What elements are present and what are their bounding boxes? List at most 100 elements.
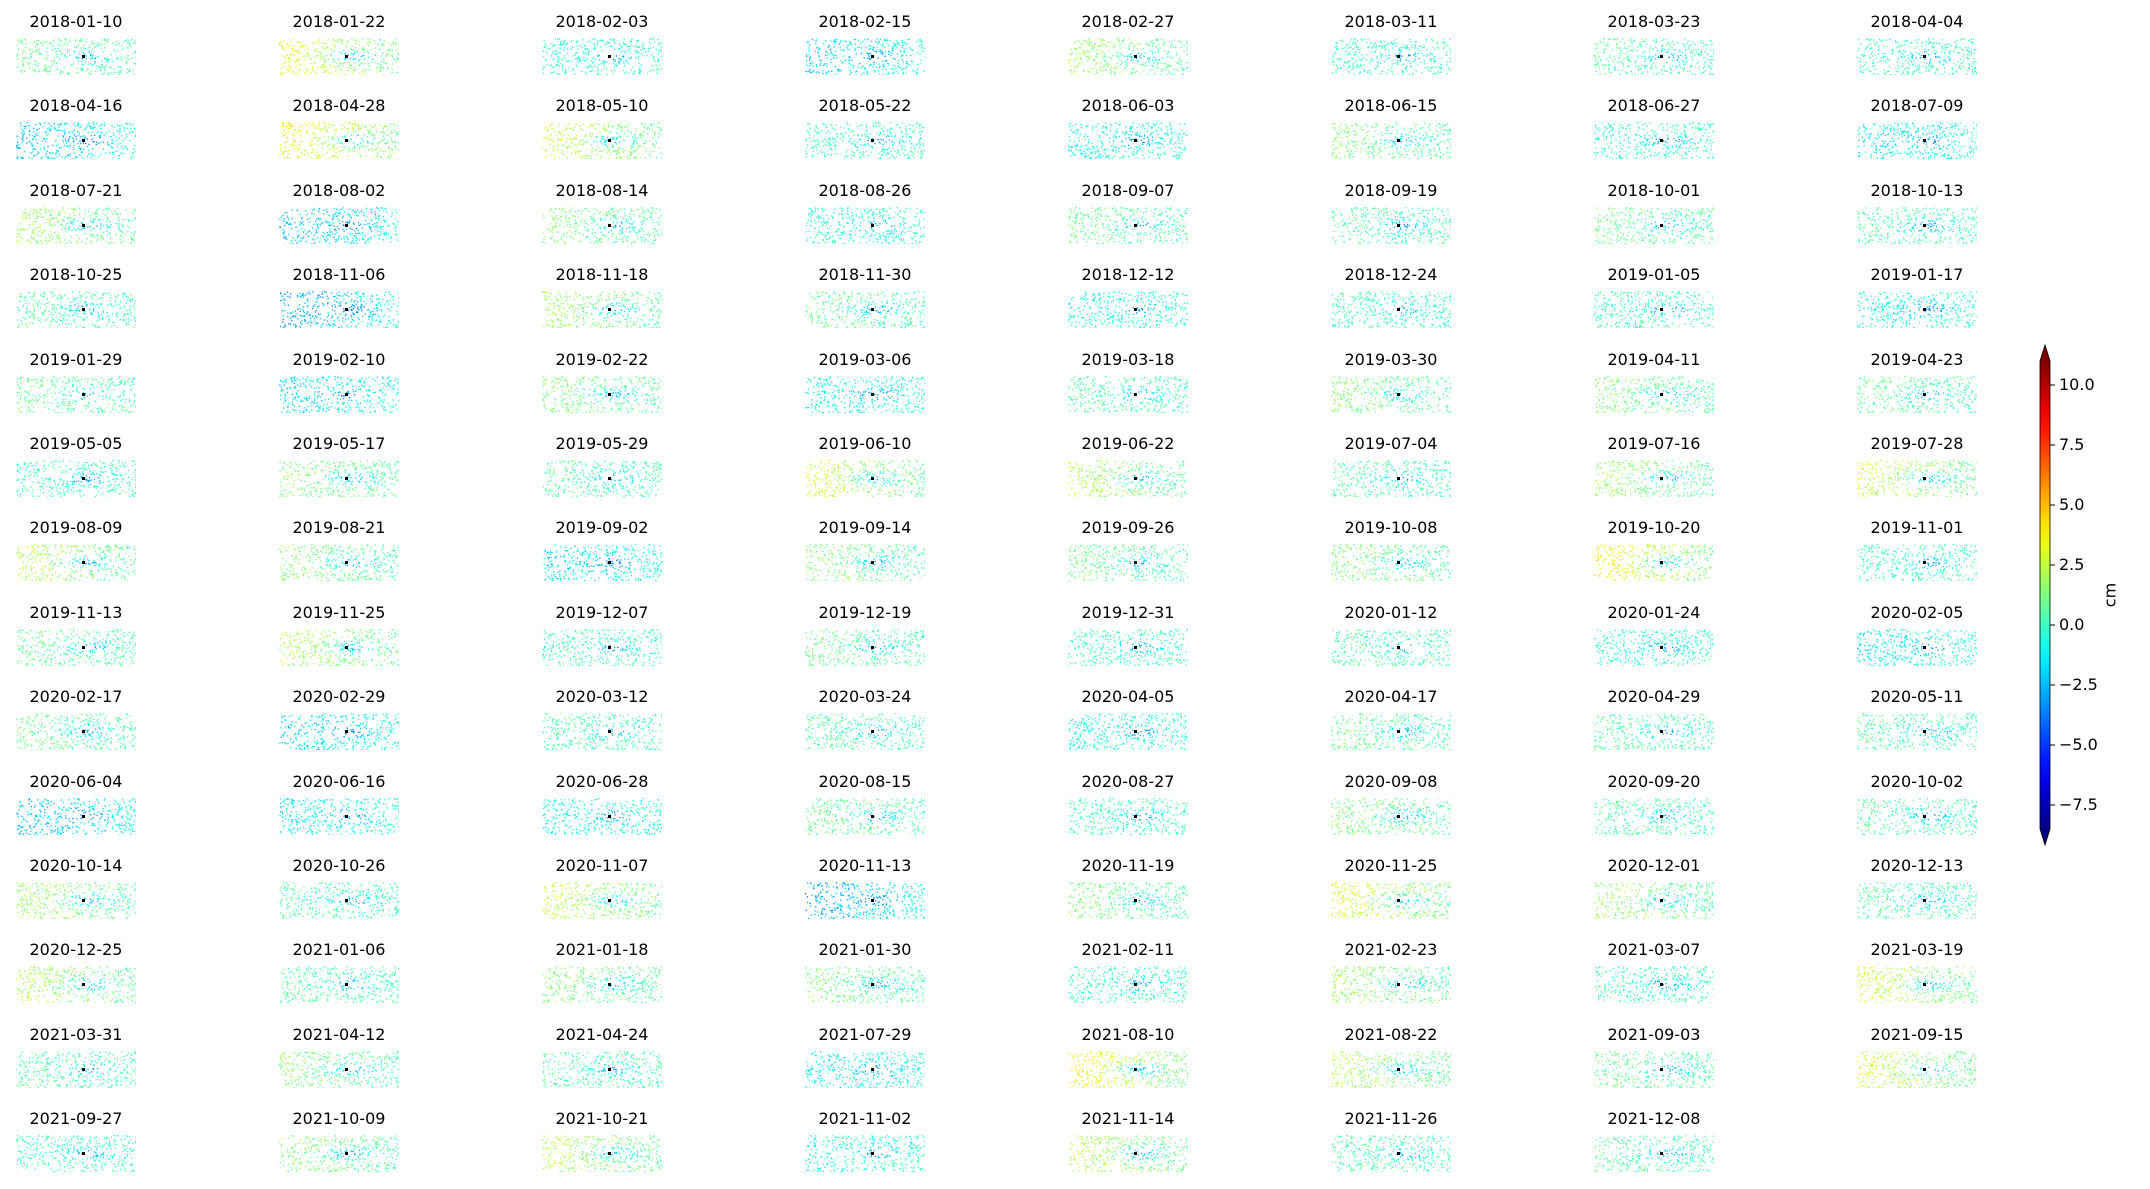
panel-2019-11-01: 2019-11-01 xyxy=(1857,518,1977,598)
displacement-map xyxy=(1068,122,1188,159)
reference-point-marker xyxy=(608,815,611,818)
reference-point-marker xyxy=(1397,730,1400,733)
panel-title: 2021-08-22 xyxy=(1331,1025,1451,1045)
panel-title: 2020-06-04 xyxy=(16,772,136,792)
reference-point-marker xyxy=(608,1068,611,1071)
panel-2019-01-29: 2019-01-29 xyxy=(16,350,136,430)
displacement-map xyxy=(16,966,136,1003)
displacement-map xyxy=(16,1051,136,1088)
reference-point-marker xyxy=(1923,224,1926,227)
reference-point-marker xyxy=(871,730,874,733)
reference-point-marker xyxy=(1923,1068,1926,1071)
reference-point-marker xyxy=(82,646,85,649)
panel-2020-06-28: 2020-06-28 xyxy=(542,772,662,852)
panel-title: 2021-01-30 xyxy=(805,940,925,960)
panel-2018-02-15: 2018-02-15 xyxy=(805,12,925,92)
panel-2020-11-19: 2020-11-19 xyxy=(1068,856,1188,936)
displacement-map xyxy=(1857,713,1977,750)
panel-title: 2020-06-28 xyxy=(542,772,662,792)
panel-2018-03-23: 2018-03-23 xyxy=(1594,12,1714,92)
panel-title: 2019-07-16 xyxy=(1594,434,1714,454)
panel-2020-09-08: 2020-09-08 xyxy=(1331,772,1451,852)
panel-2021-04-24: 2021-04-24 xyxy=(542,1025,662,1105)
panel-title: 2018-07-21 xyxy=(16,181,136,201)
panel-title: 2021-10-09 xyxy=(279,1109,399,1129)
panel-title: 2021-09-03 xyxy=(1594,1025,1714,1045)
colorbar-bar xyxy=(2040,345,2064,845)
panel-2021-08-22: 2021-08-22 xyxy=(1331,1025,1451,1105)
panel-title: 2020-02-05 xyxy=(1857,603,1977,623)
colorbar-tick-label: 5.0 xyxy=(2059,497,2084,513)
panel-title: 2020-10-02 xyxy=(1857,772,1977,792)
displacement-map xyxy=(1068,38,1188,75)
reference-point-marker xyxy=(1660,139,1663,142)
displacement-map xyxy=(1331,460,1451,497)
reference-point-marker xyxy=(1923,139,1926,142)
panel-2021-02-23: 2021-02-23 xyxy=(1331,940,1451,1020)
panel-title: 2021-07-29 xyxy=(805,1025,925,1045)
reference-point-marker xyxy=(871,308,874,311)
reference-point-marker xyxy=(82,1068,85,1071)
panel-2019-07-04: 2019-07-04 xyxy=(1331,434,1451,514)
displacement-map xyxy=(805,207,925,244)
displacement-map xyxy=(805,798,925,835)
panel-2018-07-09: 2018-07-09 xyxy=(1857,96,1977,176)
panel-2019-04-23: 2019-04-23 xyxy=(1857,350,1977,430)
displacement-map xyxy=(279,291,399,328)
panel-2018-12-24: 2018-12-24 xyxy=(1331,265,1451,345)
panel-title: 2018-02-27 xyxy=(1068,12,1188,32)
reference-point-marker xyxy=(871,393,874,396)
panel-2021-12-08: 2021-12-08 xyxy=(1594,1109,1714,1189)
displacement-map xyxy=(16,291,136,328)
displacement-map xyxy=(805,713,925,750)
displacement-map xyxy=(16,629,136,666)
panel-title: 2020-12-13 xyxy=(1857,856,1977,876)
panel-2021-07-29: 2021-07-29 xyxy=(805,1025,925,1105)
displacement-map xyxy=(1857,376,1977,413)
panel-title: 2020-08-27 xyxy=(1068,772,1188,792)
panel-2020-06-04: 2020-06-04 xyxy=(16,772,136,852)
displacement-map xyxy=(805,966,925,1003)
panel-2021-09-27: 2021-09-27 xyxy=(16,1109,136,1189)
panel-2018-03-11: 2018-03-11 xyxy=(1331,12,1451,92)
displacement-map xyxy=(542,460,662,497)
reference-point-marker xyxy=(1134,55,1137,58)
reference-point-marker xyxy=(1923,308,1926,311)
panel-title: 2020-06-16 xyxy=(279,772,399,792)
panel-2021-10-09: 2021-10-09 xyxy=(279,1109,399,1189)
reference-point-marker xyxy=(871,1152,874,1155)
reference-point-marker xyxy=(345,477,348,480)
displacement-map xyxy=(542,1135,662,1172)
panel-title: 2019-07-28 xyxy=(1857,434,1977,454)
displacement-map xyxy=(16,544,136,581)
reference-point-marker xyxy=(82,1152,85,1155)
reference-point-marker xyxy=(871,1068,874,1071)
panel-title: 2018-08-14 xyxy=(542,181,662,201)
panel-2021-03-07: 2021-03-07 xyxy=(1594,940,1714,1020)
displacement-map xyxy=(279,798,399,835)
panel-2019-07-28: 2019-07-28 xyxy=(1857,434,1977,514)
panel-title: 2020-12-25 xyxy=(16,940,136,960)
displacement-map xyxy=(1331,798,1451,835)
panel-2018-07-21: 2018-07-21 xyxy=(16,181,136,261)
colorbar-tick-label: −5.0 xyxy=(2059,737,2098,753)
reference-point-marker xyxy=(871,477,874,480)
panel-title: 2020-10-14 xyxy=(16,856,136,876)
panel-2019-03-30: 2019-03-30 xyxy=(1331,350,1451,430)
displacement-map xyxy=(279,1051,399,1088)
reference-point-marker xyxy=(345,646,348,649)
panel-title: 2020-02-17 xyxy=(16,687,136,707)
panel-2021-01-18: 2021-01-18 xyxy=(542,940,662,1020)
panel-2021-11-14: 2021-11-14 xyxy=(1068,1109,1188,1189)
panel-title: 2020-10-26 xyxy=(279,856,399,876)
displacement-map xyxy=(279,629,399,666)
reference-point-marker xyxy=(82,561,85,564)
panel-2021-10-21: 2021-10-21 xyxy=(542,1109,662,1189)
displacement-map xyxy=(1068,291,1188,328)
panel-title: 2020-03-24 xyxy=(805,687,925,707)
displacement-map xyxy=(1068,629,1188,666)
displacement-map xyxy=(279,122,399,159)
panel-2018-10-01: 2018-10-01 xyxy=(1594,181,1714,261)
panel-title: 2019-09-26 xyxy=(1068,518,1188,538)
